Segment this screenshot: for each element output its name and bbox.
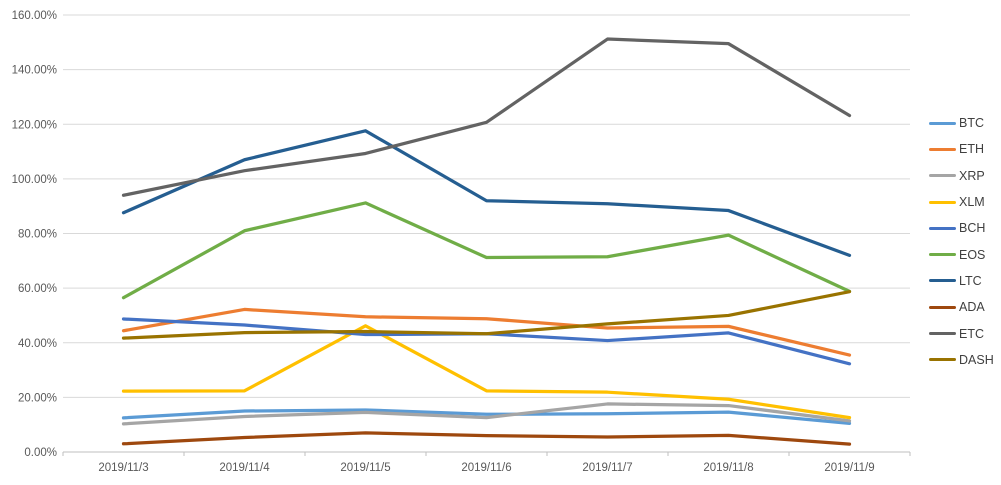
y-axis-tick-label: 20.00% <box>18 392 57 404</box>
y-axis-tick-label: 100.00% <box>12 174 57 186</box>
legend-item-etc: ETC <box>929 320 994 346</box>
legend-line-swatch-ada <box>929 305 956 309</box>
legend-line-swatch-bch <box>929 226 956 230</box>
y-axis-tick-label: 120.00% <box>12 119 57 131</box>
legend-line-swatch-etc <box>929 332 956 336</box>
legend-line-swatch-xrp <box>929 174 956 178</box>
x-axis-tick-label: 2019/11/3 <box>98 462 148 474</box>
legend-label-eth: ETH <box>959 142 984 157</box>
legend-label-ada: ADA <box>959 300 985 315</box>
legend-item-xlm: XLM <box>929 189 994 215</box>
y-axis-tick-label: 160.00% <box>12 10 57 22</box>
legend-line-swatch-dash <box>929 358 956 362</box>
series-line-dash <box>121 290 852 340</box>
y-axis-tick-label: 140.00% <box>12 65 57 77</box>
y-axis-tick-label: 0.00% <box>24 447 57 459</box>
y-axis-tick-label: 80.00% <box>18 229 57 241</box>
x-axis-tick-label: 2019/11/9 <box>824 462 874 474</box>
series-line-eos <box>121 201 852 300</box>
legend-item-ada: ADA <box>929 294 994 320</box>
legend-item-eos: EOS <box>929 241 994 267</box>
legend-label-eos: EOS <box>959 247 986 262</box>
chart-legend: BTC ETH XRP XLM BCH EOS LTC ADA ETC DASH <box>929 110 994 373</box>
legend-label-etc: ETC <box>959 326 984 341</box>
legend-label-bch: BCH <box>959 221 986 236</box>
legend-item-btc: BTC <box>929 110 994 136</box>
x-axis-tick-label: 2019/11/7 <box>582 462 632 474</box>
legend-line-swatch-eos <box>929 253 956 257</box>
legend-item-dash: DASH <box>929 347 994 373</box>
y-axis-tick-label: 40.00% <box>18 338 57 350</box>
x-axis-tick-label: 2019/11/6 <box>461 462 511 474</box>
legend-label-xrp: XRP <box>959 168 985 183</box>
series-line-btc <box>121 408 852 425</box>
series-line-xlm <box>121 324 852 420</box>
x-axis-tick-label: 2019/11/5 <box>340 462 390 474</box>
series-line-bch <box>121 317 852 366</box>
series-line-eth <box>121 307 852 357</box>
legend-item-ltc: LTC <box>929 268 994 294</box>
legend-item-eth: ETH <box>929 136 994 162</box>
series-line-xrp <box>121 402 852 426</box>
x-axis-tick-label: 2019/11/8 <box>703 462 753 474</box>
legend-line-swatch-btc <box>929 121 956 125</box>
legend-line-swatch-ltc <box>929 279 956 283</box>
legend-label-xlm: XLM <box>959 195 985 210</box>
legend-item-bch: BCH <box>929 215 994 241</box>
legend-label-dash: DASH <box>959 352 994 367</box>
x-axis-tick-label: 2019/11/4 <box>219 462 270 474</box>
legend-line-swatch-xlm <box>929 200 956 204</box>
legend-label-btc: BTC <box>959 116 984 131</box>
series-line-etc <box>121 37 852 197</box>
series-line-ada <box>121 431 852 446</box>
y-axis-tick-label: 60.00% <box>18 283 57 295</box>
series-line-ltc <box>121 129 852 257</box>
legend-label-ltc: LTC <box>959 273 982 288</box>
legend-line-swatch-eth <box>929 147 956 151</box>
legend-item-xrp: XRP <box>929 163 994 189</box>
